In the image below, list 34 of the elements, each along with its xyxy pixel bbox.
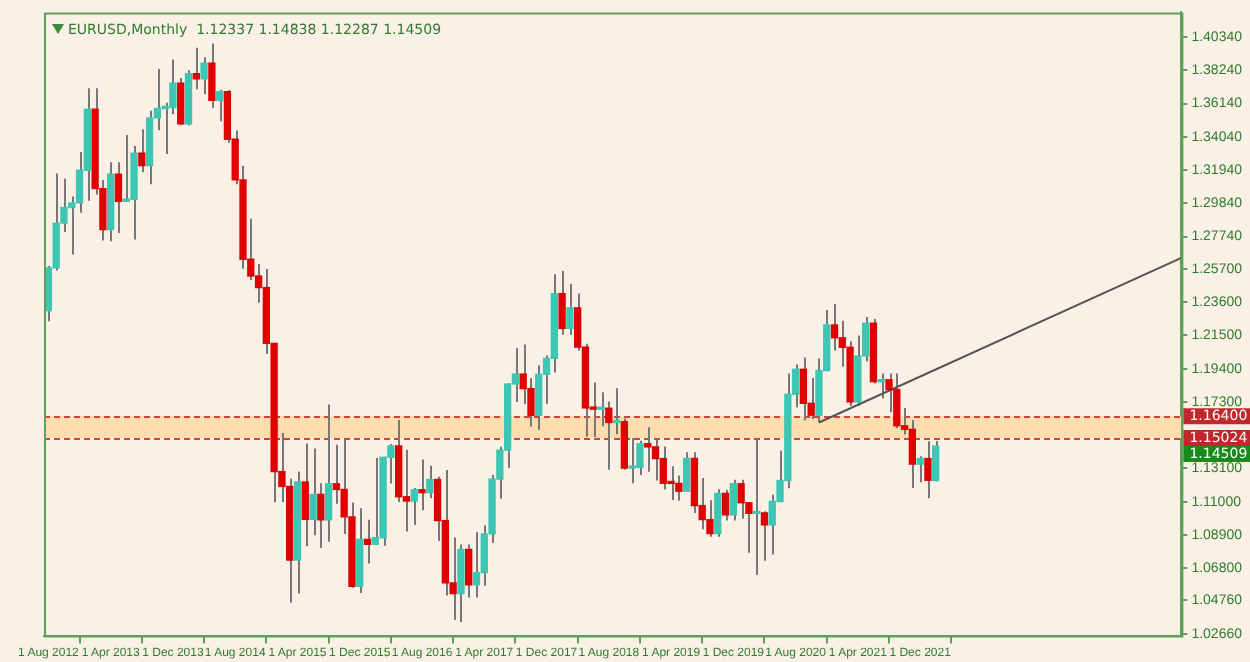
- candlestick: [830, 302, 839, 352]
- candlestick: [363, 518, 372, 565]
- candlestick: [418, 458, 426, 512]
- candlestick: [200, 56, 208, 96]
- candlestick: [628, 437, 636, 485]
- candlestick: [675, 474, 683, 502]
- candlestick: [208, 42, 216, 110]
- candlestick: [799, 356, 808, 422]
- candlestick: [566, 282, 574, 336]
- candlestick: [916, 455, 924, 484]
- candlestick: [465, 543, 473, 599]
- candlestick: [192, 46, 200, 91]
- candlestick: [605, 400, 613, 471]
- candlestick: [114, 161, 123, 235]
- candlestick: [729, 478, 737, 522]
- candlestick: [737, 478, 745, 520]
- candlestick: [667, 465, 675, 501]
- candlestick: [682, 451, 691, 493]
- candlestick: [659, 445, 667, 491]
- candlestick: [644, 426, 652, 473]
- candlestick: [472, 531, 481, 599]
- candlestick: [558, 270, 566, 336]
- candlestick: [636, 439, 644, 476]
- candlestick: [215, 88, 224, 123]
- candlestick: [457, 543, 465, 623]
- candlestick: [721, 488, 730, 522]
- candlestick: [893, 372, 901, 430]
- candlestick: [324, 403, 333, 543]
- candlestick: [309, 447, 317, 537]
- candlestick: [301, 442, 309, 548]
- candlestick: [714, 488, 722, 538]
- candlestick: [924, 440, 932, 500]
- candlestick: [138, 128, 146, 174]
- candlestick: [535, 364, 543, 431]
